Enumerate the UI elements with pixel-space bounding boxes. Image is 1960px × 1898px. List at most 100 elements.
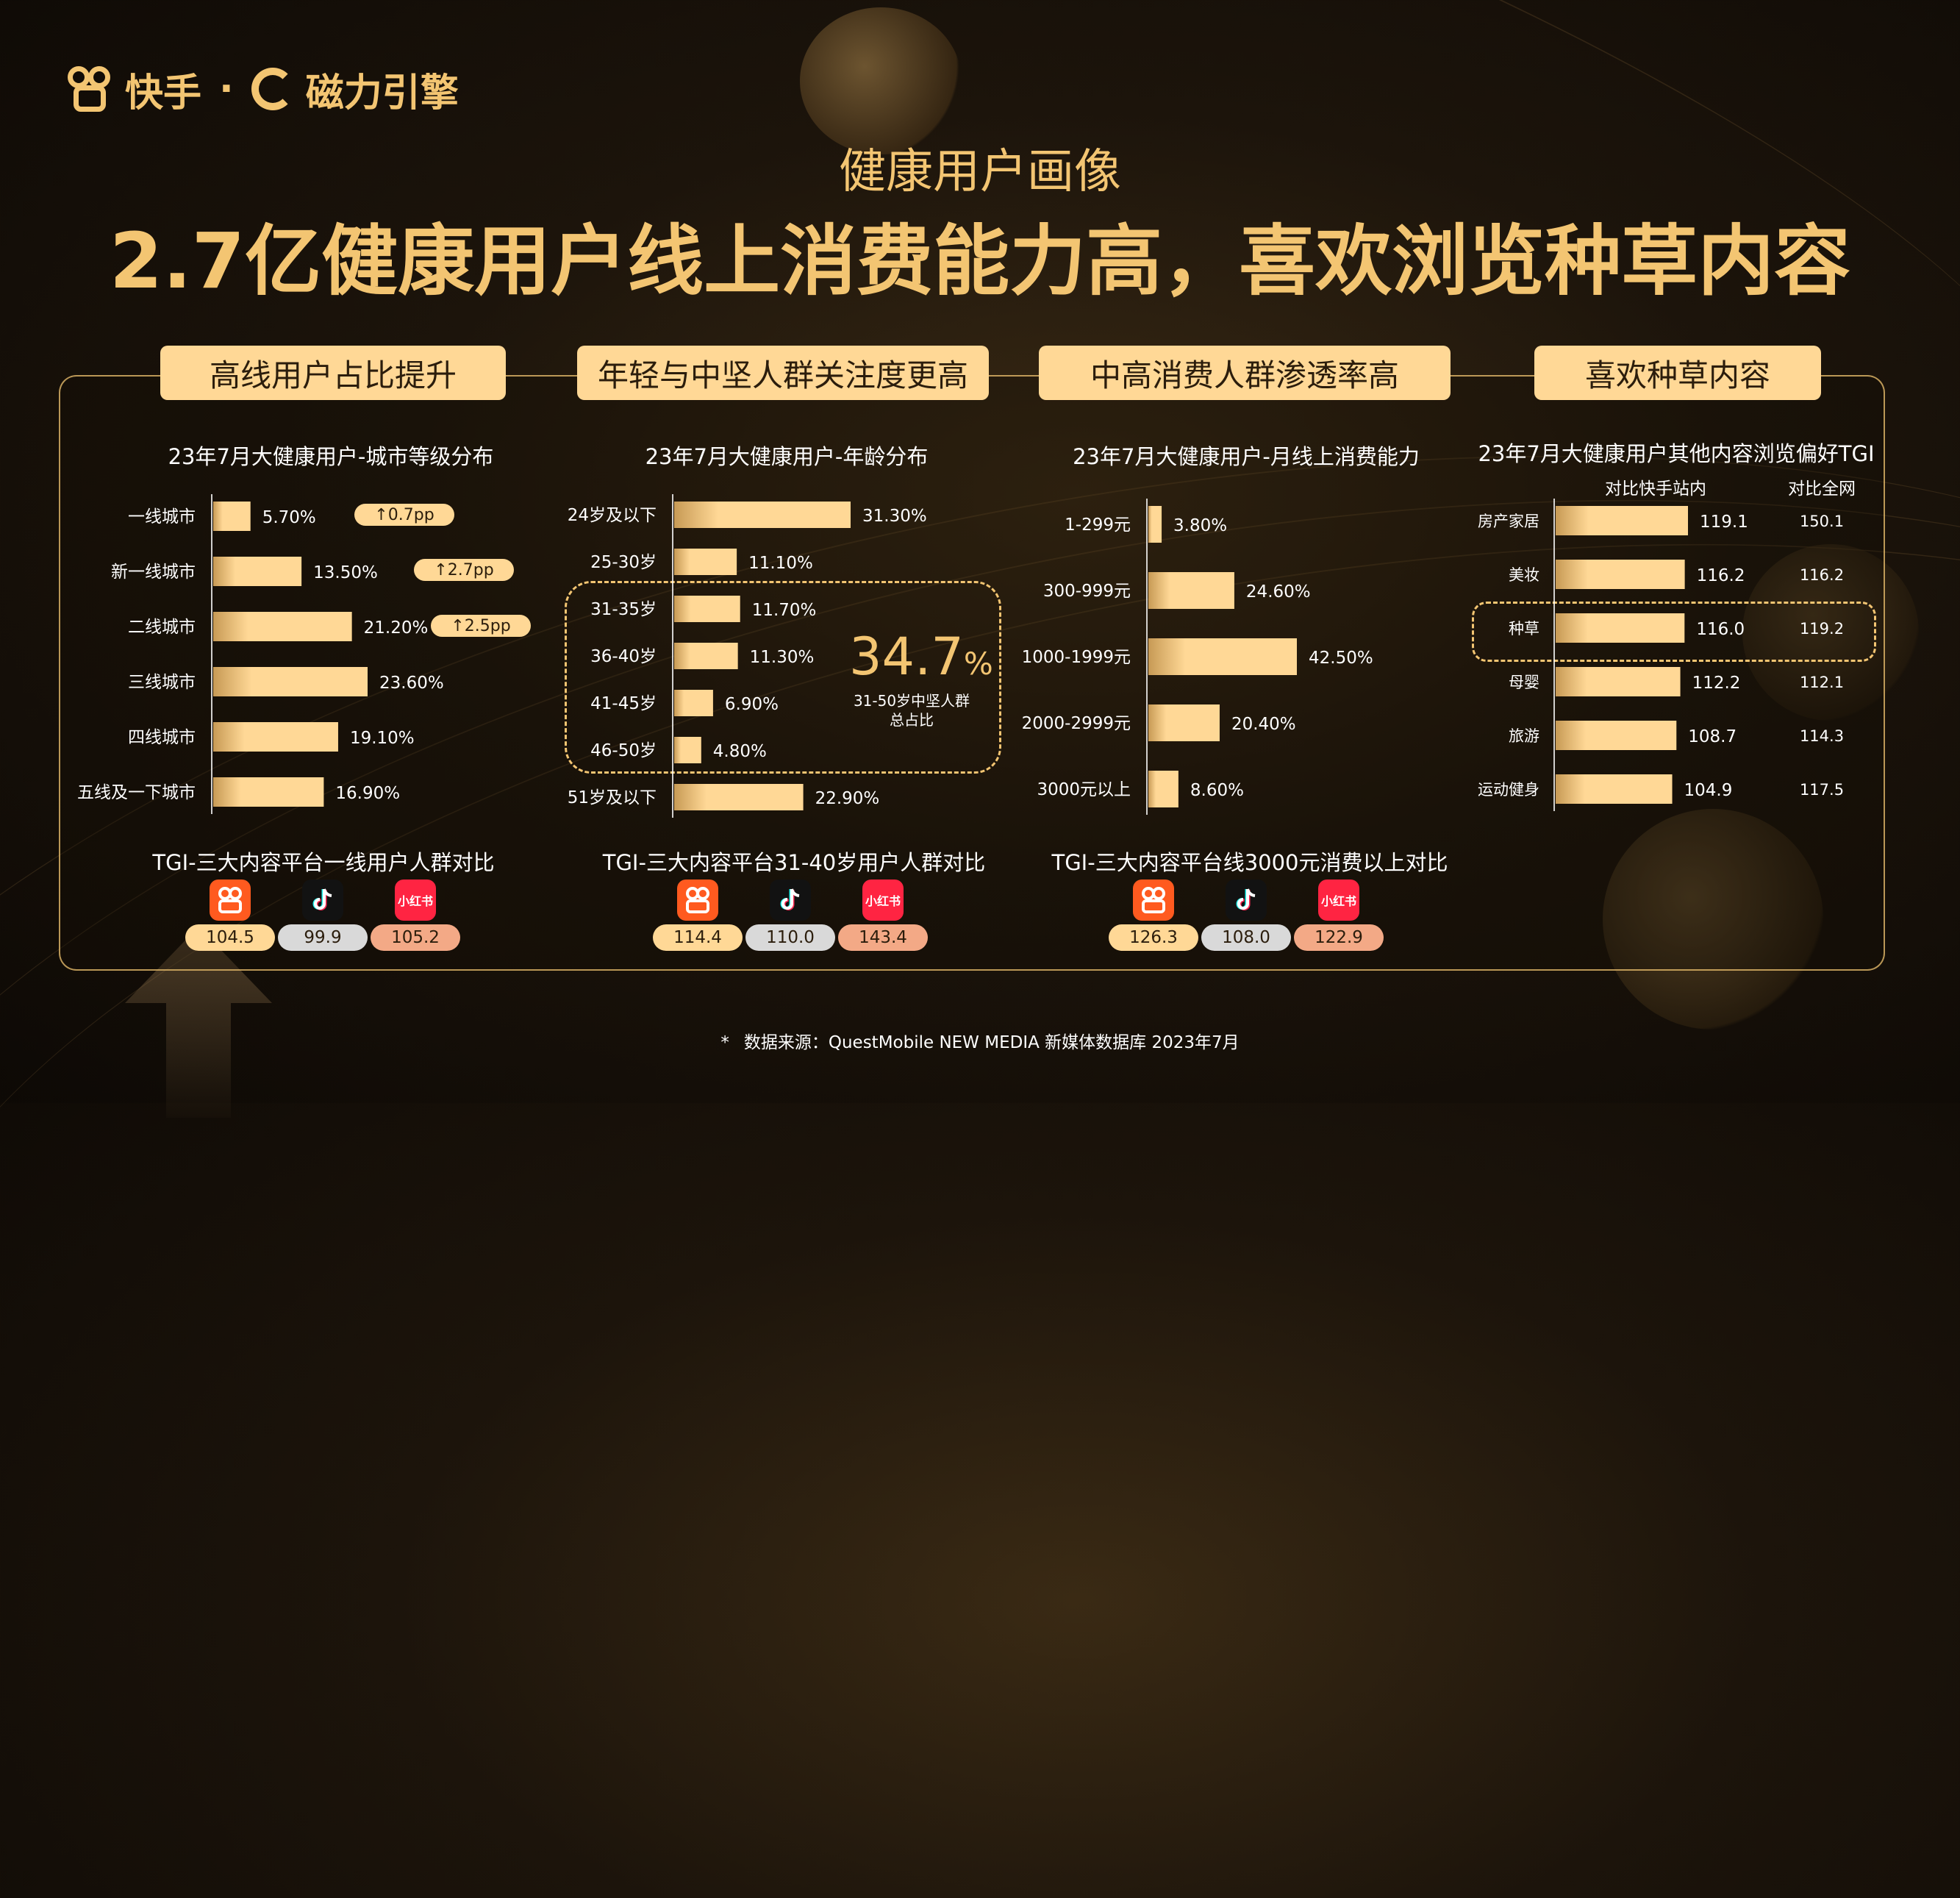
tgi-value-badge: 99.9 [278, 924, 368, 951]
douyin-icon [302, 880, 343, 921]
kuaishou-icon [210, 880, 251, 921]
bar-value-label: 23.60% [379, 674, 444, 693]
bar [1148, 506, 1162, 543]
kuaishou-logo-icon [68, 66, 113, 112]
category-label: 24岁及以下 [568, 506, 657, 525]
category-label: 四线城市 [128, 728, 196, 747]
bar-value-label: 3.80% [1173, 516, 1227, 535]
kuaishou-icon [1133, 880, 1174, 921]
category-label: 三线城市 [128, 673, 196, 692]
section-pill-content: 喜欢种草内容 [1534, 346, 1821, 400]
douyin-icon [1226, 880, 1267, 921]
bar-value-label: 116.2 [1697, 566, 1745, 585]
tgi-title-city: TGI-三大内容平台一线用户人群对比 [152, 850, 495, 875]
bar [1556, 613, 1685, 643]
category-label: 运动健身 [1478, 781, 1539, 799]
category-label: 五线及一下城市 [77, 783, 196, 802]
bar [213, 502, 251, 531]
bar-value-label: 11.30% [750, 648, 815, 667]
chart-title-spending: 23年7月大健康用户-月线上消费能力 [1073, 444, 1420, 469]
chart-title-content-tgi: 23年7月大健康用户其他内容浏览偏好TGI [1478, 441, 1875, 466]
bar [674, 549, 737, 575]
category-label: 旅游 [1509, 727, 1539, 745]
bar-value-label: 112.2 [1692, 674, 1741, 693]
bar-value-label: 119.1 [1700, 513, 1748, 532]
brand-engine: 磁力引擎 [305, 71, 459, 115]
decorative-coin [1742, 544, 1919, 721]
category-label: 新一线城市 [111, 563, 196, 582]
category-label: 美妆 [1509, 566, 1539, 584]
xiaohongshu-icon: 小红书 [395, 880, 436, 921]
bar [674, 502, 851, 528]
bar-value-label: 42.50% [1309, 649, 1373, 668]
bar-value-label: 11.10% [748, 554, 813, 573]
tgi-all-web-value: 114.3 [1800, 727, 1844, 745]
tgi-all-web-value: 112.1 [1800, 674, 1844, 691]
category-label: 母婴 [1509, 674, 1539, 691]
category-label: 种草 [1509, 620, 1539, 638]
tgi-all-web-value: 116.2 [1800, 566, 1844, 584]
age-highlight-percentage: 34.7% [849, 627, 993, 687]
tgi-all-web-value: 150.1 [1800, 513, 1844, 530]
bar-value-label: 116.0 [1696, 620, 1745, 639]
tgi-value-badge: 108.0 [1201, 924, 1291, 951]
bar [1148, 572, 1234, 609]
category-label: 25-30岁 [590, 553, 657, 572]
tgi-value-badge: 104.5 [185, 924, 275, 951]
tgi-value-badge: 143.4 [838, 924, 928, 951]
tgi-value-badge: 122.9 [1294, 924, 1384, 951]
douyin-icon [770, 880, 811, 921]
category-label: 300-999元 [1043, 582, 1131, 601]
change-chip: ↑2.7pp [414, 559, 514, 581]
bar-charts: 一线城市 5.70% 新一线城市 13.50% 二线城市 21.20% 三线城市 23.60%… [77, 502, 1844, 810]
bar-value-label: 16.90% [335, 784, 400, 803]
section-pill-city: 高线用户占比提升 [160, 346, 506, 400]
chart-title-city: 23年7月大健康用户-城市等级分布 [168, 444, 494, 469]
bar [674, 784, 804, 810]
column-header-in-app: 对比快手站内 [1605, 479, 1706, 499]
bar [1556, 506, 1688, 535]
change-chip: ↑0.7pp [354, 504, 454, 526]
category-label: 46-50岁 [590, 741, 657, 760]
kuaishou-icon [677, 880, 718, 921]
bar-value-label: 104.9 [1684, 781, 1733, 800]
xiaohongshu-icon: 小红书 [1318, 880, 1359, 921]
category-label: 36-40岁 [590, 647, 657, 666]
category-label: 2000-2999元 [1022, 714, 1131, 733]
bar-value-label: 13.50% [313, 563, 378, 582]
bar-value-label: 20.40% [1231, 715, 1296, 734]
category-label: 一线城市 [128, 507, 196, 527]
engine-logo-icon [251, 68, 294, 110]
bar [1556, 667, 1681, 696]
chart-title-age: 23年7月大健康用户-年龄分布 [645, 444, 929, 469]
bar [674, 737, 701, 763]
tgi-title-age: TGI-三大内容平台31-40岁用户人群对比 [602, 850, 986, 875]
brand-separator: · [219, 67, 234, 111]
bar [1556, 774, 1673, 804]
age-highlight-box [565, 581, 1001, 774]
category-label: 3000元以上 [1037, 780, 1131, 799]
bar [213, 612, 352, 641]
age-highlight-note: 31-50岁中坚人群 总占比 [853, 692, 970, 729]
tgi-title-spending: TGI-三大内容平台线3000元消费以上对比 [1051, 850, 1448, 875]
brand-logo: 快手 · 磁力引擎 [68, 63, 459, 115]
bar-value-label: 31.30% [862, 507, 927, 526]
bar [1148, 771, 1178, 807]
bar [1556, 721, 1677, 750]
bar-value-label: 6.90% [725, 695, 779, 714]
bar-value-label: 108.7 [1688, 727, 1737, 746]
bar [213, 777, 324, 807]
bar [1148, 704, 1220, 741]
bar-value-label: 4.80% [713, 742, 767, 761]
section-pill-age: 年轻与中坚人群关注度更高 [577, 346, 989, 400]
bar [1556, 560, 1685, 589]
category-label: 房产家居 [1478, 513, 1539, 530]
category-label: 1000-1999元 [1022, 648, 1131, 667]
decorative-coin [1603, 809, 1823, 1030]
tgi-value-badge: 126.3 [1109, 924, 1198, 951]
bar-value-label: 5.70% [262, 508, 316, 527]
xiaohongshu-icon: 小红书 [862, 880, 904, 921]
bar [213, 667, 368, 696]
tgi-all-web-value: 117.5 [1800, 781, 1844, 799]
content-highlight-box [1472, 602, 1876, 662]
